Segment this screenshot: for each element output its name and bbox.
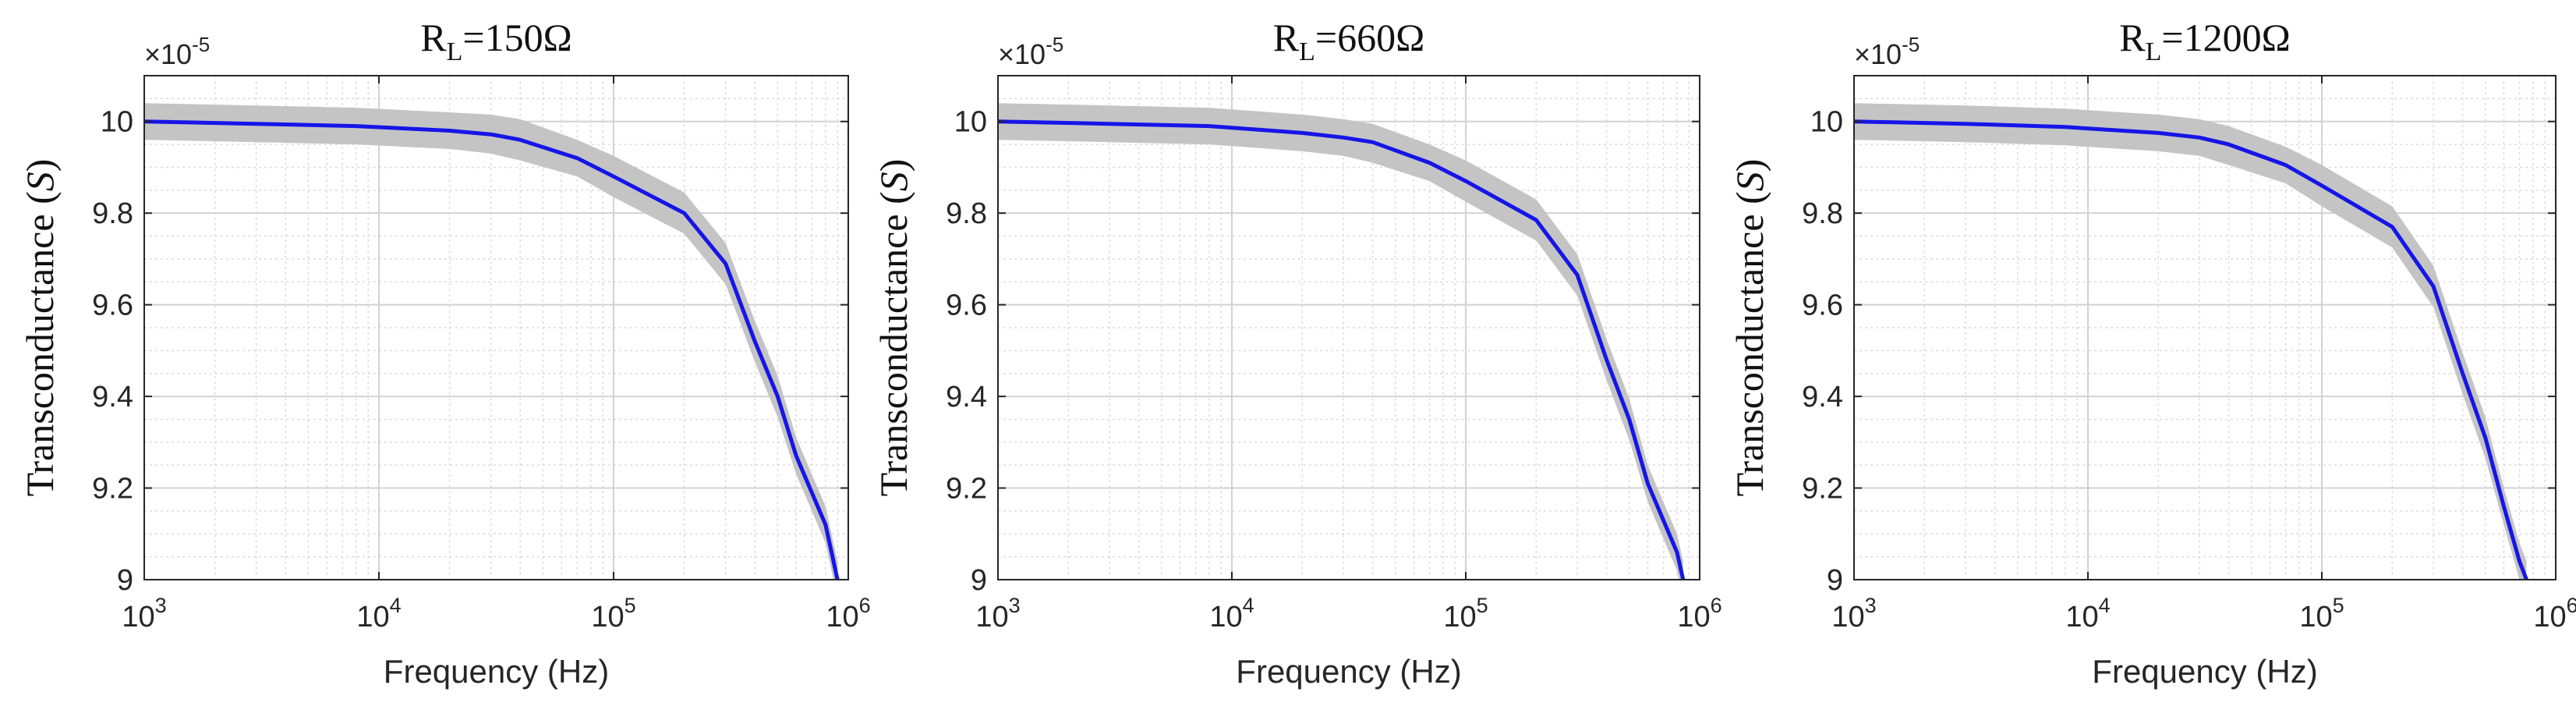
confidence-band: [1854, 103, 2527, 580]
y-tick-label: 9.2: [946, 473, 987, 506]
confidence-band: [144, 103, 838, 580]
chart-title: RL=150Ω: [420, 16, 572, 66]
y-tick-label: 9.6: [946, 289, 987, 322]
y-tick-label: 9.2: [1802, 473, 1843, 506]
x-tick-label: 103: [975, 594, 1020, 634]
chart-title: RL=1200Ω: [2119, 16, 2291, 66]
y-tick-label: 9: [971, 564, 987, 597]
y-tick-label: 10: [1810, 106, 1843, 139]
x-tick-label: 104: [1209, 594, 1254, 634]
chart-title: RL=660Ω: [1273, 16, 1425, 66]
y-tick-label: 9.2: [92, 473, 133, 506]
chart-panel-1: 9 9.2 9.4 9.6 9.8 10 103 104 105 106 Frequency (Hz…: [18, 16, 871, 690]
series-line-mean: [998, 119, 1686, 580]
y-axis-multiplier: ×10-5: [1854, 33, 1920, 70]
axes-box: [143, 75, 849, 580]
x-tick-label: 103: [1831, 594, 1876, 634]
x-tick-label: 105: [2299, 594, 2344, 634]
y-tick-label: 9.8: [946, 197, 987, 230]
x-tick-label: 106: [2533, 594, 2576, 634]
series-line-mean: [1854, 119, 2528, 580]
x-tick-label: 105: [591, 594, 635, 634]
y-tick-label: 9.8: [1802, 197, 1843, 230]
y-tick-label: 9.6: [1802, 289, 1843, 322]
y-tick-label: 9.4: [946, 381, 987, 413]
x-tick-label: 106: [1677, 594, 1721, 634]
y-axis-multiplier: ×10-5: [998, 33, 1063, 70]
chart-panel-2: 9 9.2 9.4 9.6 9.8 10 103 104 105 106 Frequency (Hz…: [872, 16, 1722, 690]
y-axis-label: Transconductance (S): [18, 159, 62, 497]
y-tick-label: 9.8: [92, 197, 133, 230]
y-tick-label: 9: [117, 564, 133, 597]
x-tick-label: 103: [122, 594, 166, 634]
x-tick-label: 105: [1443, 594, 1488, 634]
y-tick-label: 10: [101, 106, 133, 139]
y-tick-label: 9.6: [92, 289, 133, 322]
x-tick-label: 104: [356, 594, 401, 634]
series-line-mean: [144, 119, 840, 580]
x-axis-label: Frequency (Hz): [2092, 653, 2317, 690]
axes-box: [1853, 75, 2557, 580]
y-tick-label: 10: [954, 106, 987, 139]
y-tick-label: 9.4: [1802, 381, 1843, 413]
axes-box: [997, 75, 1700, 580]
y-axis-multiplier: ×10-5: [144, 33, 210, 70]
confidence-band: [998, 103, 1683, 580]
y-tick-label: 9: [1827, 564, 1843, 597]
x-tick-label: 104: [2065, 594, 2110, 634]
x-tick-label: 106: [826, 594, 870, 634]
y-axis-label: Transconductance (S): [872, 159, 915, 497]
x-axis-label: Frequency (Hz): [384, 653, 609, 690]
y-axis-label: Transconductance (S): [1728, 159, 1771, 497]
y-tick-label: 9.4: [92, 381, 133, 413]
chart-panel-3: 9 9.2 9.4 9.6 9.8 10 103 104 105 106 Frequency (Hz…: [1728, 16, 2576, 690]
x-axis-label: Frequency (Hz): [1236, 653, 1461, 690]
